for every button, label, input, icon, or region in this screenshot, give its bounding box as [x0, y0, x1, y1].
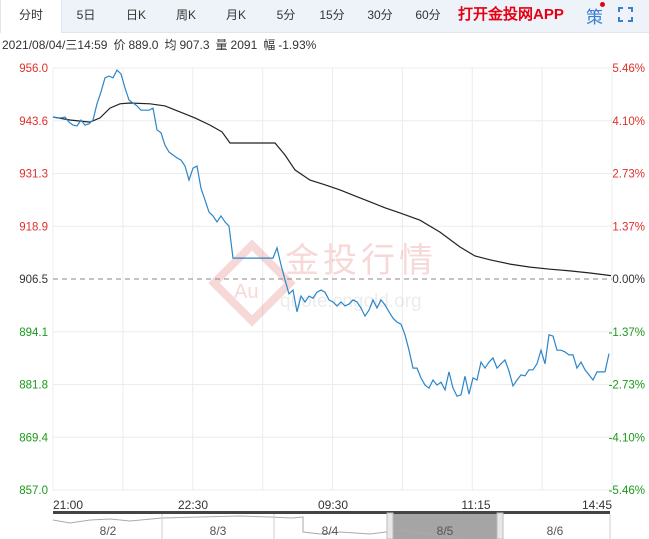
navigator-selected-range[interactable] — [393, 514, 497, 539]
tab-daily-k[interactable]: 日K — [125, 8, 146, 22]
y-tick-pct-label: -5.46% — [609, 485, 645, 497]
price-line — [52, 69, 610, 397]
tab-weekly-k[interactable]: 周K — [175, 8, 196, 22]
quote-datetime: 2021/08/04/三14:59 — [2, 38, 108, 52]
strategy-button[interactable]: 策 — [586, 8, 603, 27]
volume-value: 2091 — [230, 38, 258, 52]
navigator-mini-line — [52, 515, 461, 539]
navigator-right-handle[interactable] — [496, 512, 504, 539]
x-tick-label: 21:00 — [53, 498, 83, 512]
navigator-day-label: 8/3 — [210, 524, 227, 538]
time-axis-bar — [53, 511, 610, 514]
tab-30min[interactable]: 30分 — [367, 8, 393, 22]
y-tick-pct-label: 4.10% — [612, 116, 645, 128]
watermark-logo-icon — [208, 239, 296, 327]
x-tick-label: 14:45 — [582, 498, 612, 512]
y-tick-pct-label: 0.00% — [612, 274, 645, 286]
tab-60min[interactable]: 60分 — [415, 8, 441, 22]
avg-price-line — [52, 102, 612, 277]
tab-15min[interactable]: 15分 — [319, 8, 345, 22]
navigator-day-label: 8/5 — [437, 524, 454, 538]
price-value: 889.0 — [128, 38, 159, 52]
y-tick-label: 869.4 — [19, 432, 48, 444]
y-tick-label: 906.5 — [19, 274, 48, 286]
period-tab-bar: 分时 5日 日K 周K 月K 5分 15分 30分 60分 打开金投网APP 策 — [0, 0, 649, 33]
watermark: Au 金投行情 quote.cngold.org — [208, 239, 437, 327]
price-label: 价 — [113, 38, 126, 52]
y-tick-pct-label: 5.46% — [612, 63, 645, 75]
navigator-day-label: 8/2 — [100, 524, 117, 538]
tab-5day[interactable]: 5日 — [76, 8, 96, 22]
y-tick-label: 881.8 — [19, 380, 48, 392]
tab-intraday[interactable]: 分时 — [0, 0, 62, 33]
navigator-day-label: 8/4 — [322, 524, 339, 538]
navigator-left-handle[interactable] — [386, 512, 394, 539]
navigator-day-label: 8/6 — [547, 524, 564, 538]
y-tick-label: 894.1 — [19, 327, 48, 339]
y-tick-label: 956.0 — [19, 63, 48, 75]
change-label: 幅 — [263, 38, 276, 52]
y-tick-pct-label: 1.37% — [612, 221, 645, 233]
fullscreen-icon[interactable] — [618, 7, 633, 22]
notification-dot — [600, 2, 605, 7]
y-tick-pct-label: 2.73% — [612, 169, 645, 181]
y-tick-pct-label: -2.73% — [609, 380, 645, 392]
volume-label: 量 — [215, 38, 228, 52]
x-tick-label: 22:30 — [178, 498, 208, 512]
x-tick-label: 11:15 — [461, 498, 490, 512]
y-tick-label: 857.0 — [19, 485, 48, 497]
y-tick-label: 918.9 — [19, 221, 48, 233]
y-tick-pct-label: -1.37% — [609, 327, 645, 339]
y-tick-label: 931.3 — [19, 169, 48, 181]
watermark-logo-text: Au — [234, 281, 258, 303]
avg-label: 均 — [164, 38, 177, 52]
avg-value: 907.3 — [179, 38, 210, 52]
open-app-link[interactable]: 打开金投网APP — [458, 6, 564, 23]
quote-info-line: 2021/08/04/三14:59 价 889.0 均 907.3 量 2091 幅 -1.93… — [2, 36, 322, 53]
y-tick-pct-label: -4.10% — [609, 432, 645, 444]
tab-monthly-k[interactable]: 月K — [225, 8, 246, 22]
change-value: -1.93% — [278, 38, 317, 52]
range-navigator[interactable]: 8/2 8/3 8/4 8/5 8/6 — [52, 512, 611, 539]
watermark-title: 金投行情 — [285, 242, 437, 280]
tab-5min[interactable]: 5分 — [276, 8, 296, 22]
y-tick-label: 943.6 — [19, 116, 48, 128]
x-tick-label: 09:30 — [318, 498, 348, 512]
